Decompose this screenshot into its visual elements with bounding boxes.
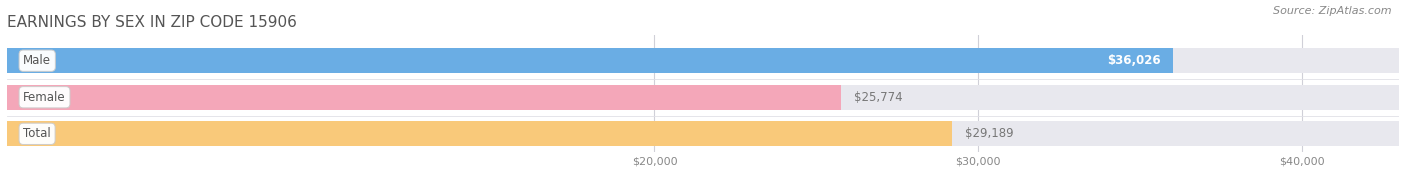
Bar [7,121,1399,146]
Text: Male: Male [24,54,51,67]
Text: $29,189: $29,189 [965,127,1014,140]
Text: EARNINGS BY SEX IN ZIP CODE 15906: EARNINGS BY SEX IN ZIP CODE 15906 [7,15,297,30]
Text: Female: Female [24,91,66,104]
Text: Source: ZipAtlas.com: Source: ZipAtlas.com [1274,6,1392,16]
Bar [7,48,1173,73]
Bar [7,121,952,146]
Bar [7,48,1399,73]
Bar [7,85,1399,110]
Text: $36,026: $36,026 [1107,54,1160,67]
Bar [7,85,841,110]
Text: $25,774: $25,774 [855,91,903,104]
Text: Total: Total [24,127,51,140]
